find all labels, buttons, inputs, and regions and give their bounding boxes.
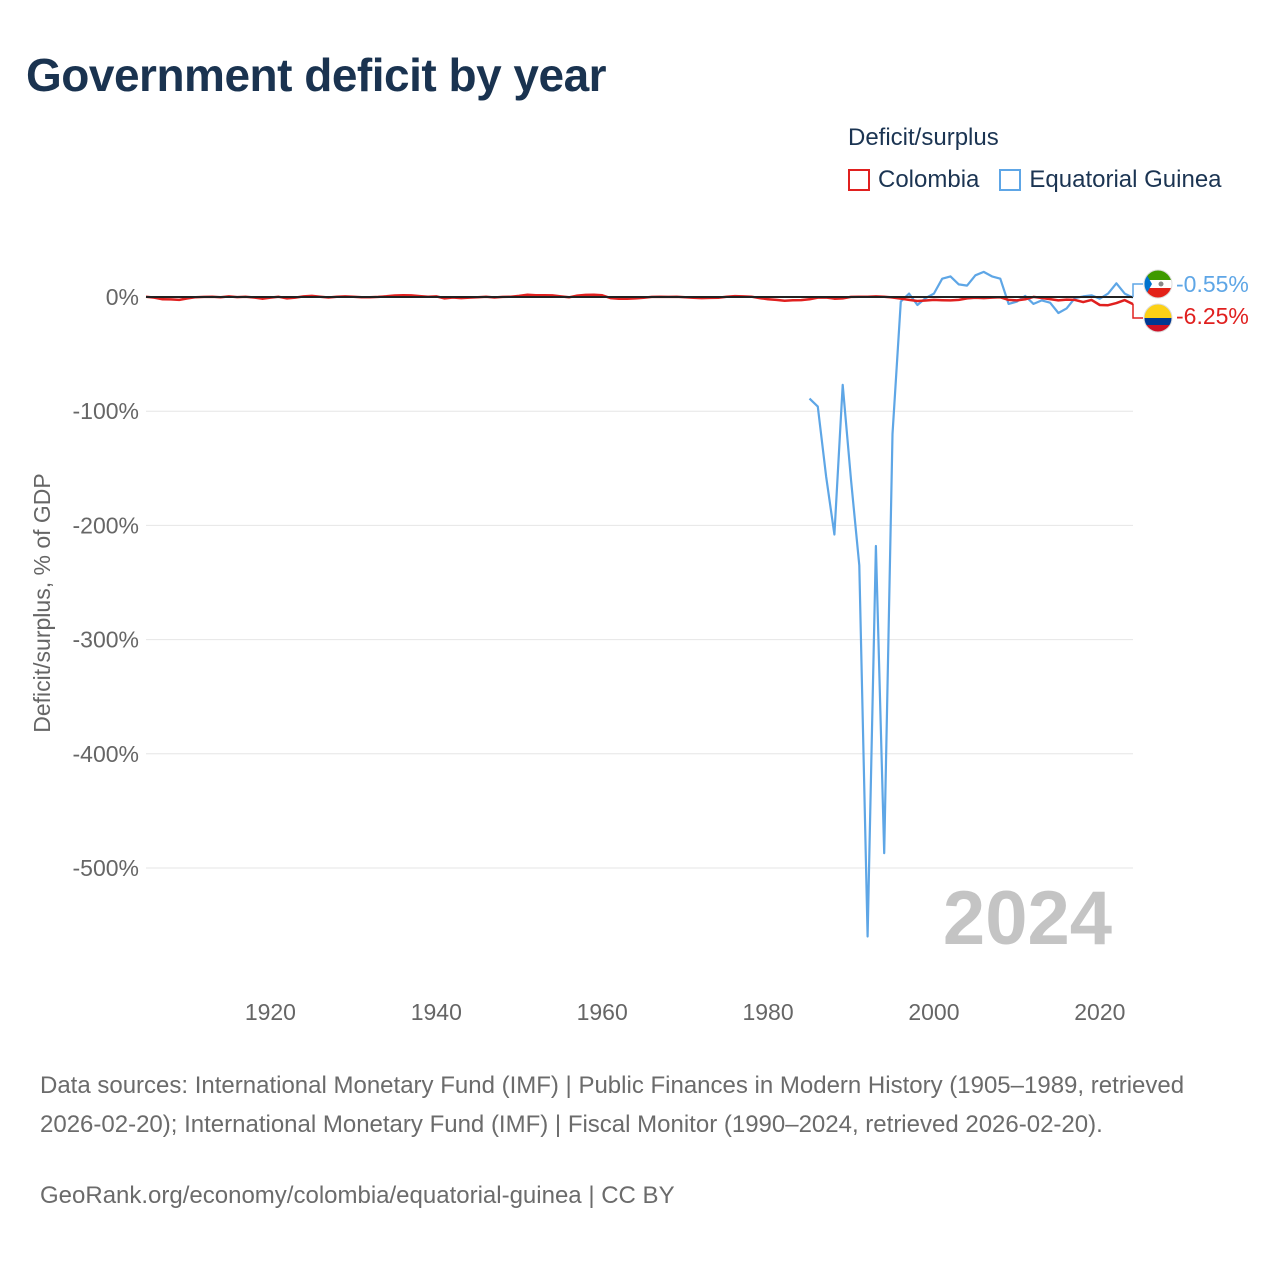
y-tick-label: -400% (73, 741, 139, 767)
chart-area: 0% -100% -200% -300% -400% -500% 1920 1940 1960… (29, 269, 1249, 1025)
data-sources: Data sources: International Monetary Fun… (40, 1072, 1185, 1138)
end-label-colombia: -6.25% (1176, 303, 1249, 329)
connector-colombia (1132, 304, 1143, 319)
x-tick-label: 2020 (1074, 999, 1125, 1025)
year-watermark: 2024 (943, 876, 1112, 961)
y-tick-label: -300% (73, 627, 139, 653)
legend-swatch-colombia (848, 169, 870, 191)
end-label-equatorial-guinea: -0.55% (1176, 271, 1249, 297)
x-tick-label: 2000 (908, 999, 959, 1025)
legend: Colombia Equatorial Guinea (848, 166, 1222, 194)
legend-label-colombia: Colombia (878, 166, 980, 193)
y-tick-label: 0% (106, 284, 139, 310)
series-line-equatorial-guinea[interactable] (808, 270, 1134, 938)
x-tick-label: 1980 (742, 999, 793, 1025)
legend-swatch-equatorial-guinea (999, 169, 1022, 191)
y-tick-label: -100% (73, 398, 139, 424)
legend-title: Deficit/surplus (848, 124, 999, 151)
x-tick-label: 1960 (577, 999, 628, 1025)
legend-item-colombia[interactable]: Colombia (848, 166, 979, 194)
flag-colombia-icon (1143, 303, 1173, 333)
flag-equatorial-guinea-icon (1143, 269, 1173, 299)
y-tick-label: -500% (73, 855, 139, 881)
y-tick-label: -200% (73, 512, 139, 538)
legend-label-equatorial-guinea: Equatorial Guinea (1029, 166, 1222, 193)
connector-equatorial-guinea (1132, 283, 1143, 297)
x-tick-label: 1920 (245, 999, 296, 1025)
legend-item-equatorial-guinea[interactable]: Equatorial Guinea (999, 166, 1222, 194)
y-axis-label: Deficit/surplus, % of GDP (29, 473, 55, 732)
chart-title: Government deficit by year (26, 49, 607, 101)
series-line-colombia[interactable] (145, 293, 1134, 307)
x-tick-label: 1940 (411, 999, 462, 1025)
credit-link[interactable]: GeoRank.org/economy/colombia/equatorial-… (40, 1182, 675, 1209)
